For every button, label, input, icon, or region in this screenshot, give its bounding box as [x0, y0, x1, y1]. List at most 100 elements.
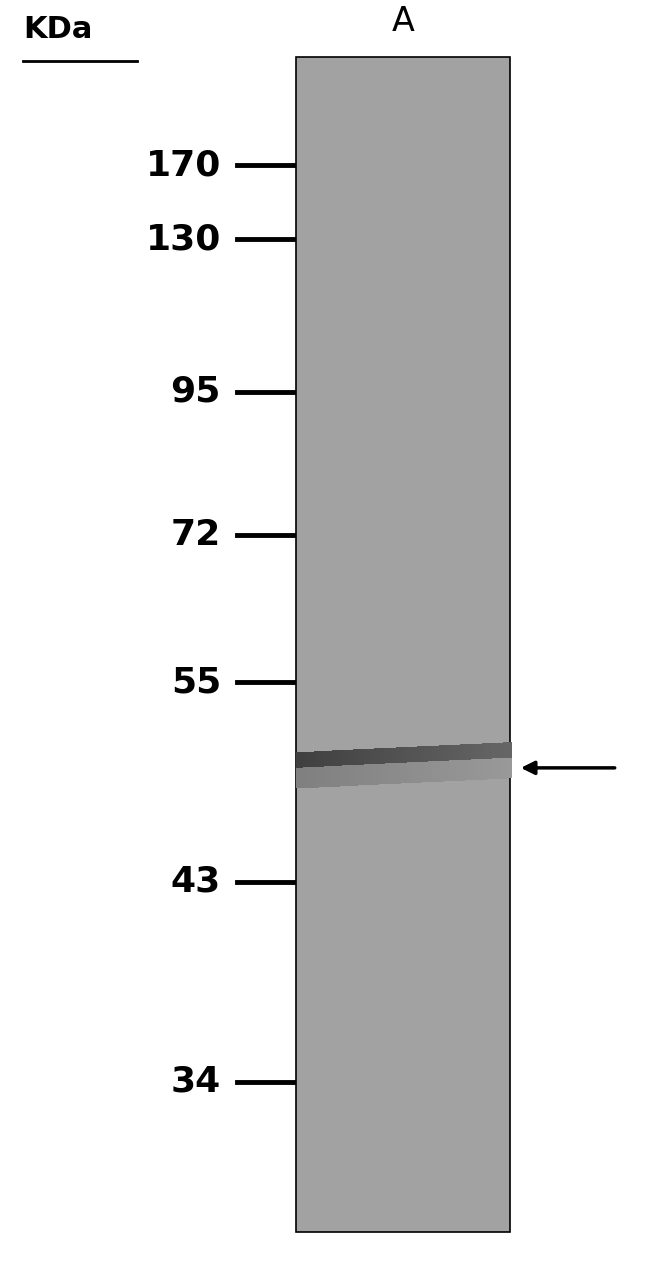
Bar: [324, 766, 329, 787]
Bar: [324, 751, 329, 777]
Bar: [489, 743, 494, 768]
Bar: [432, 745, 437, 772]
Bar: [382, 748, 386, 773]
Bar: [442, 761, 447, 781]
Bar: [296, 57, 510, 1232]
Bar: [410, 762, 415, 782]
Bar: [436, 745, 440, 771]
Bar: [424, 762, 429, 782]
Bar: [310, 752, 315, 777]
Bar: [464, 744, 469, 770]
Bar: [456, 744, 461, 771]
Bar: [320, 751, 326, 777]
Bar: [474, 744, 479, 770]
Bar: [378, 763, 383, 785]
Bar: [303, 767, 308, 787]
Bar: [496, 743, 500, 768]
Bar: [399, 763, 404, 784]
Text: 55: 55: [171, 665, 221, 698]
Bar: [424, 745, 429, 772]
Bar: [464, 759, 469, 780]
Bar: [499, 743, 504, 768]
Bar: [353, 749, 358, 775]
Bar: [360, 765, 365, 785]
Bar: [485, 758, 490, 780]
Bar: [370, 748, 376, 775]
Bar: [471, 744, 476, 770]
Bar: [453, 761, 458, 781]
Bar: [417, 762, 422, 782]
Bar: [493, 743, 497, 768]
Bar: [403, 747, 408, 773]
Bar: [339, 751, 343, 776]
Bar: [442, 745, 447, 771]
Bar: [374, 765, 380, 785]
Bar: [432, 761, 437, 782]
Bar: [350, 765, 354, 786]
Bar: [428, 762, 433, 782]
Bar: [335, 751, 340, 776]
Bar: [353, 765, 358, 786]
Bar: [496, 758, 500, 779]
Bar: [414, 762, 419, 782]
Bar: [453, 744, 458, 771]
Bar: [389, 748, 393, 773]
Bar: [296, 767, 300, 789]
Bar: [385, 748, 390, 773]
Bar: [421, 747, 426, 772]
Bar: [364, 765, 369, 785]
Bar: [436, 761, 440, 782]
Bar: [485, 743, 490, 770]
Bar: [399, 747, 404, 773]
Bar: [360, 749, 365, 775]
Bar: [350, 749, 354, 776]
Bar: [317, 767, 322, 787]
Bar: [320, 767, 326, 787]
Bar: [332, 766, 337, 786]
Text: 130: 130: [146, 222, 221, 257]
Bar: [439, 761, 443, 781]
Bar: [478, 759, 483, 780]
Bar: [370, 765, 376, 785]
Text: 170: 170: [146, 149, 221, 182]
Bar: [382, 763, 386, 785]
Bar: [313, 752, 318, 777]
Bar: [396, 748, 400, 773]
Bar: [332, 751, 337, 776]
Bar: [460, 744, 465, 770]
Bar: [356, 749, 361, 775]
Bar: [339, 766, 343, 786]
Text: 72: 72: [171, 518, 221, 552]
Bar: [396, 763, 400, 784]
Bar: [378, 748, 383, 775]
Bar: [310, 767, 315, 787]
Bar: [460, 759, 465, 781]
Bar: [428, 745, 433, 772]
Bar: [503, 758, 508, 779]
Bar: [364, 749, 369, 775]
Bar: [439, 745, 443, 771]
Bar: [507, 742, 512, 768]
Text: 43: 43: [171, 865, 221, 899]
Bar: [407, 762, 411, 784]
Bar: [471, 759, 476, 780]
Bar: [474, 759, 479, 780]
Bar: [410, 747, 415, 772]
Bar: [335, 766, 340, 786]
Bar: [296, 57, 510, 1232]
Bar: [307, 767, 311, 787]
Bar: [299, 767, 304, 789]
Bar: [374, 748, 380, 775]
Bar: [489, 758, 494, 780]
Bar: [407, 747, 411, 772]
Bar: [414, 747, 419, 772]
Bar: [478, 743, 483, 770]
Bar: [493, 758, 497, 779]
Bar: [450, 745, 454, 771]
Bar: [393, 748, 397, 773]
Bar: [307, 752, 311, 777]
Bar: [417, 747, 422, 772]
Text: A: A: [391, 5, 415, 38]
Bar: [446, 761, 450, 781]
Bar: [367, 749, 372, 775]
